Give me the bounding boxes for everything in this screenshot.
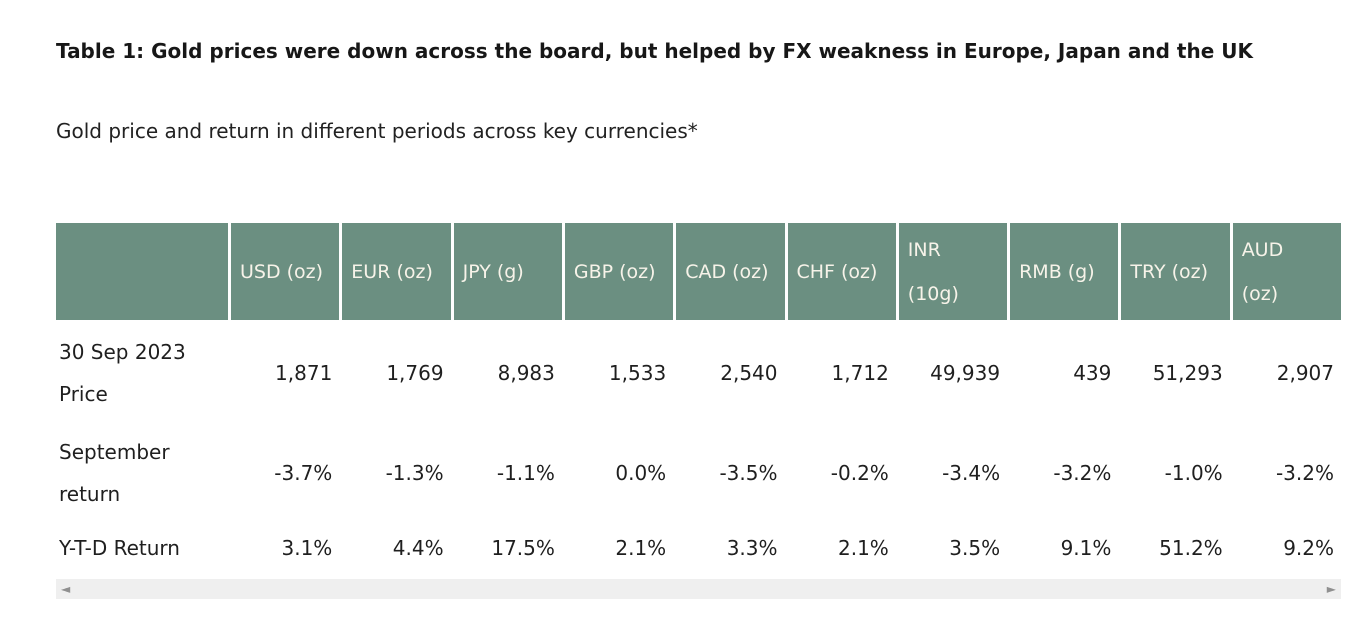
horizontal-scrollbar[interactable]: ◄ ► <box>56 579 1341 599</box>
table-cell: 8,983 <box>497 360 555 385</box>
table-row-ytd-return: Y-T-D Return 3.1% 4.4% 17.5% 2.1% 3.3% 2… <box>56 520 1341 575</box>
table-cell: 3.1% <box>281 535 333 560</box>
article-section: Table 1: Gold prices were down across th… <box>56 39 1341 599</box>
column-header-try: TRY (oz) <box>1121 223 1230 320</box>
table-cell: 4.4% <box>392 535 444 560</box>
row-label-ytd-return: Y-T-D Return <box>59 535 180 560</box>
scroll-left-icon[interactable]: ◄ <box>61 582 71 596</box>
column-header-jpy: JPY (g) <box>453 223 562 320</box>
column-header-inr: INR (10g) <box>898 223 1008 320</box>
table-cell: 9.1% <box>1060 535 1112 560</box>
column-header-rmb: RMB (g) <box>1010 223 1119 320</box>
table-row-september-return: September return -3.7% -1.3% -1.1% 0.0% … <box>56 425 1341 520</box>
table-cell: -3.2% <box>1053 460 1112 485</box>
table-cell: 49,939 <box>930 360 1001 385</box>
table-cell: 2.1% <box>615 535 667 560</box>
table-cell: 3.3% <box>726 535 778 560</box>
column-header-usd: USD (oz) <box>231 223 340 320</box>
column-header-eur: EUR (oz) <box>342 223 451 320</box>
table-cell: 2,540 <box>720 360 778 385</box>
table-cell: -3.2% <box>1275 460 1334 485</box>
row-label-price: 30 Sep 2023 Price <box>59 339 186 406</box>
table-cell: -3.4% <box>942 460 1001 485</box>
table-cell: -1.0% <box>1164 460 1223 485</box>
table-cell: 51.2% <box>1159 535 1223 560</box>
table-cell: -3.5% <box>719 460 778 485</box>
column-header-aud: AUD (oz) <box>1232 223 1341 320</box>
table-cell: -1.1% <box>496 460 555 485</box>
table-cell: 2,907 <box>1276 360 1334 385</box>
table-title: Table 1: Gold prices were down across th… <box>56 39 1253 63</box>
gold-price-table: USD (oz) EUR (oz) JPY (g) GBP (oz) CAD (… <box>56 223 1341 575</box>
table-subtitle: Gold price and return in different perio… <box>56 119 698 143</box>
table-cell: 51,293 <box>1152 360 1223 385</box>
table-cell: 1,769 <box>386 360 444 385</box>
scroll-right-icon[interactable]: ► <box>1326 582 1336 596</box>
table-row-price: 30 Sep 2023 Price 1,871 1,769 8,983 1,53… <box>56 320 1341 425</box>
table-cell: -0.2% <box>830 460 889 485</box>
table-cell: 17.5% <box>491 535 555 560</box>
table-cell: 2.1% <box>837 535 889 560</box>
table-cell: 0.0% <box>615 460 667 485</box>
table-cell: 1,533 <box>608 360 667 385</box>
table-cell: 1,871 <box>275 360 333 385</box>
table-cell: -1.3% <box>385 460 444 485</box>
row-label-september-return: September return <box>59 439 170 506</box>
table-header-row: USD (oz) EUR (oz) JPY (g) GBP (oz) CAD (… <box>56 223 1341 320</box>
table-cell: 439 <box>1073 360 1112 385</box>
table-cell: 9.2% <box>1283 535 1334 560</box>
column-header-cad: CAD (oz) <box>676 223 785 320</box>
column-header-empty <box>56 223 228 320</box>
column-header-chf: CHF (oz) <box>787 223 896 320</box>
column-header-gbp: GBP (oz) <box>564 223 674 320</box>
table-cell: -3.7% <box>274 460 333 485</box>
table-cell: 1,712 <box>831 360 889 385</box>
table-cell: 3.5% <box>949 535 1001 560</box>
